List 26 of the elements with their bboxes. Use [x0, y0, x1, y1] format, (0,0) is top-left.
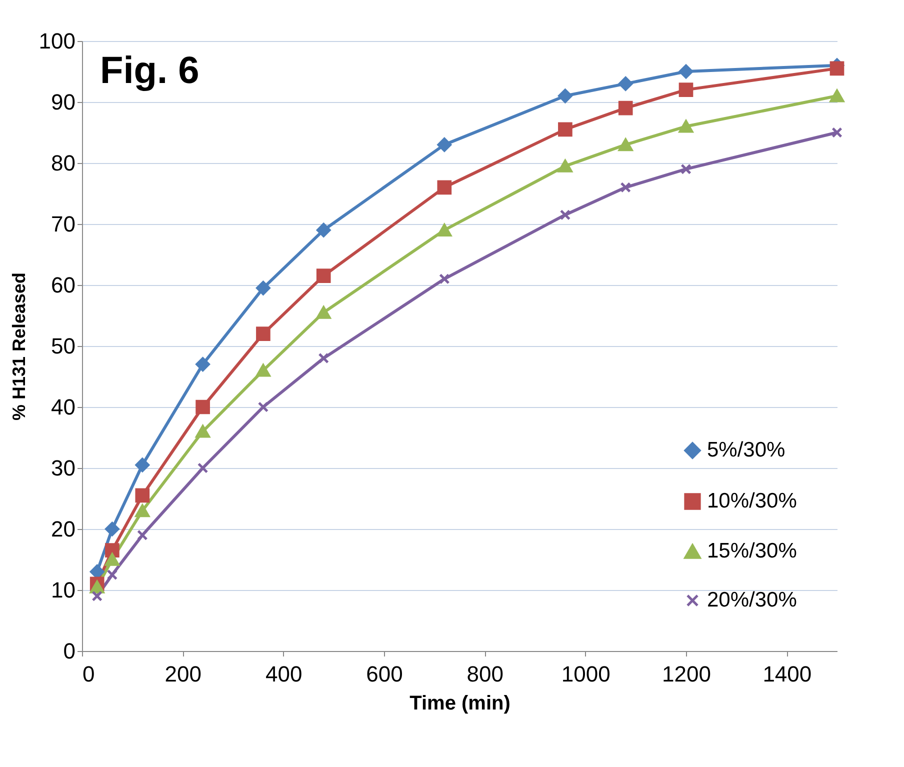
x-tick-label: 1400: [762, 662, 812, 686]
legend-label: 20%/30%: [707, 588, 797, 612]
x-tick-label: 200: [164, 662, 202, 686]
y-tick-label: 100: [38, 28, 76, 54]
y-tick-label: 0: [63, 638, 76, 664]
x-tick-label: 400: [265, 662, 302, 686]
y-tick-label: 20: [51, 516, 76, 542]
y-tick-label: 50: [51, 334, 76, 358]
legend-label: 15%/30%: [707, 540, 797, 562]
y-tick-label: 80: [51, 150, 76, 176]
y-tick-label: 60: [51, 272, 76, 298]
x-tick-label: 0: [82, 662, 95, 686]
y-tick-label: 70: [51, 212, 76, 236]
x-tick-label: 600: [366, 662, 403, 686]
y-tick-label: 40: [51, 394, 76, 420]
x-tick-label: 1200: [662, 662, 711, 686]
legend-label: 5%/30%: [707, 438, 786, 462]
x-tick-label: 1000: [561, 662, 610, 686]
y-tick-label: 30: [51, 456, 76, 480]
y-tick-label: 90: [51, 90, 76, 114]
legend-label: 10%/30%: [707, 490, 797, 512]
annotation: Fig. 6: [100, 50, 200, 92]
y-tick-label: 10: [51, 578, 76, 602]
y-axis-title: % H131 Released: [8, 272, 29, 421]
x-tick-label: 800: [466, 662, 504, 686]
x-axis-title: Time (min): [410, 692, 510, 714]
